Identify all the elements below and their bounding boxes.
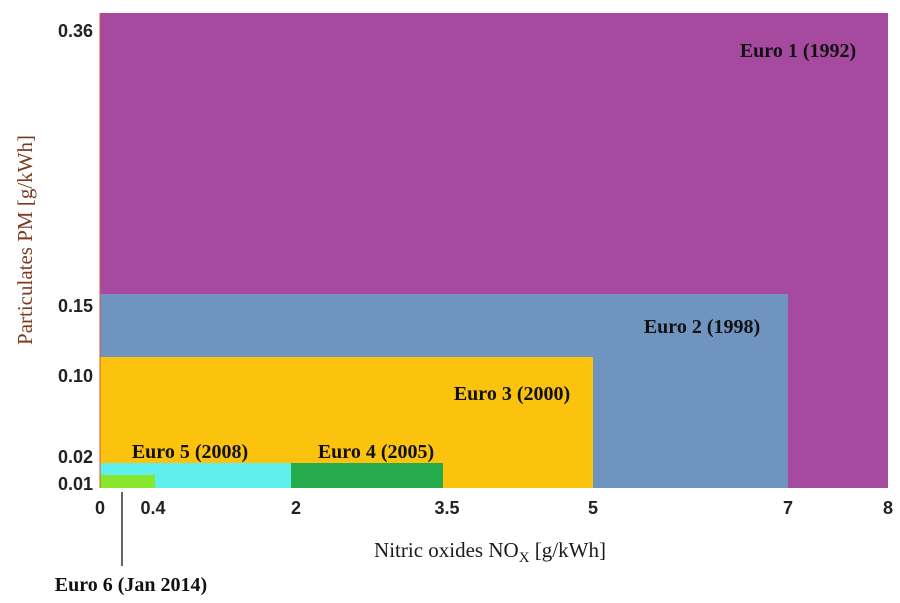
euro5-label: Euro 5 (2008) — [132, 441, 248, 463]
euro2-label: Euro 2 (1998) — [644, 316, 760, 338]
y-axis-title: Particulates PM [g/kWh] — [13, 135, 37, 345]
y-tick-label: 0.36 — [58, 21, 93, 41]
euro6-label: Euro 6 (Jan 2014) — [55, 574, 207, 596]
x-tick-label: 0.4 — [140, 498, 165, 518]
x-axis-title: Nitric oxides NOX [g/kWh] — [374, 538, 606, 566]
euro1-label: Euro 1 (1992) — [740, 40, 856, 62]
x-axis-title-subscript: X — [519, 550, 530, 566]
euro6-region — [100, 475, 155, 488]
y-tick-label: 0.01 — [58, 474, 93, 494]
x-tick-label: 0 — [95, 498, 105, 518]
x-tick-label: 5 — [588, 498, 598, 518]
x-tick-label: 7 — [783, 498, 793, 518]
y-tick-label: 0.02 — [58, 447, 93, 467]
x-tick-label: 3.5 — [434, 498, 459, 518]
euro4-label: Euro 4 (2005) — [318, 441, 434, 463]
x-tick-label: 2 — [291, 498, 301, 518]
y-tick-label: 0.10 — [58, 366, 93, 386]
x-tick-label: 8 — [883, 498, 893, 518]
y-tick-label: 0.15 — [58, 296, 93, 316]
x-axis-title-unit: [g/kWh] — [530, 538, 606, 562]
euro3-label: Euro 3 (2000) — [454, 383, 570, 405]
x-axis-title-main: Nitric oxides NO — [374, 538, 519, 562]
